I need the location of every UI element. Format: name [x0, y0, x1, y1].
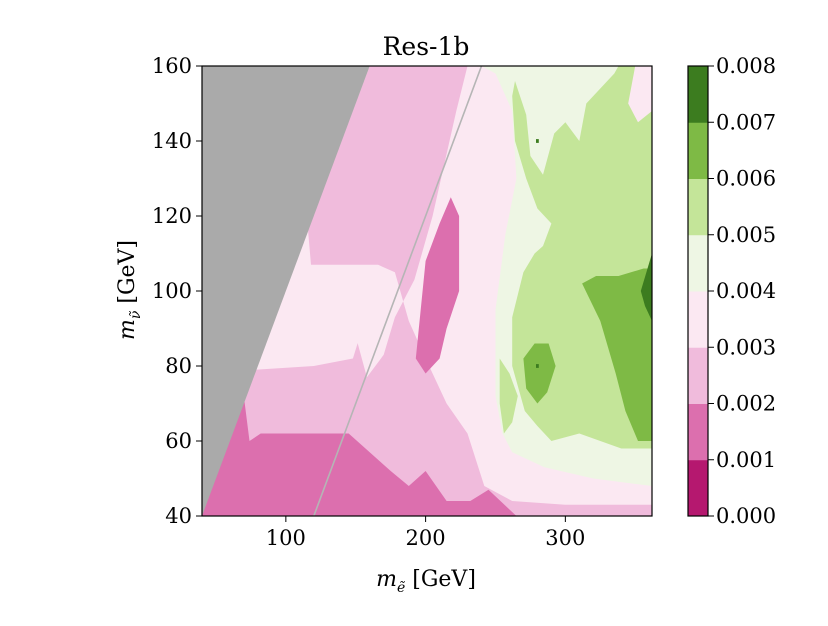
contour-region-8 — [523, 343, 556, 404]
y-tick-label: 160 — [152, 54, 192, 78]
y-tick-label: 100 — [152, 279, 192, 303]
x-tick-label: 300 — [545, 526, 585, 550]
excluded-region — [202, 66, 370, 516]
y-tick-label: 80 — [165, 354, 192, 378]
contour-region-3 — [255, 283, 367, 370]
contour-region-12 — [415, 197, 460, 374]
colorbar-segment — [688, 66, 708, 123]
x-axis-label: mẽ [GeV] — [376, 567, 476, 596]
plot-area — [202, 66, 652, 516]
colorbar-tick-label: 0.004 — [716, 279, 776, 303]
contour-region-6 — [499, 358, 518, 434]
colorbar-tick-label: 0.002 — [716, 392, 776, 416]
colorbar-segment — [688, 291, 708, 348]
colorbar-tick-label: 0.000 — [716, 504, 776, 528]
chart-title: Res-1b — [383, 32, 470, 61]
colorbar-segment — [688, 459, 708, 517]
contour-region-11 — [536, 139, 539, 143]
colorbar-tick-label: 0.001 — [716, 448, 776, 472]
contour-region-7 — [582, 268, 652, 441]
colorbar-tick-label: 0.003 — [716, 335, 776, 359]
y-tick-label: 140 — [152, 129, 192, 153]
y-tick-label: 60 — [165, 429, 192, 453]
contour-region-13 — [628, 66, 652, 123]
x-tick-label: 100 — [266, 526, 306, 550]
colorbar-segment — [688, 347, 708, 404]
colorbar-segment — [688, 403, 708, 461]
contour-region-9 — [640, 253, 652, 321]
y-axis-label: mν̃ [GeV] — [115, 240, 144, 340]
contour-region-10 — [536, 364, 539, 368]
colorbar-tick-label: 0.006 — [716, 167, 776, 191]
x-tick-label: 200 — [406, 526, 446, 550]
colorbar-segment — [688, 234, 708, 292]
colorbar: 0.000 0.001 0.002 0.003 0.004 0.005 0.006 0.007… — [687, 54, 776, 528]
y-tick-label: 120 — [152, 204, 192, 228]
axes: 100 200 300 40 60 80 100 120 140 160 — [152, 54, 653, 550]
colorbar-tick-label: 0.008 — [716, 54, 776, 78]
colorbar-segment — [688, 122, 708, 179]
colorbar-tick-label: 0.007 — [716, 110, 776, 134]
y-tick-label: 40 — [165, 504, 192, 528]
diagonal-line — [313, 66, 483, 516]
colorbar-segment — [688, 178, 708, 236]
colorbar-tick-label: 0.005 — [716, 223, 776, 247]
